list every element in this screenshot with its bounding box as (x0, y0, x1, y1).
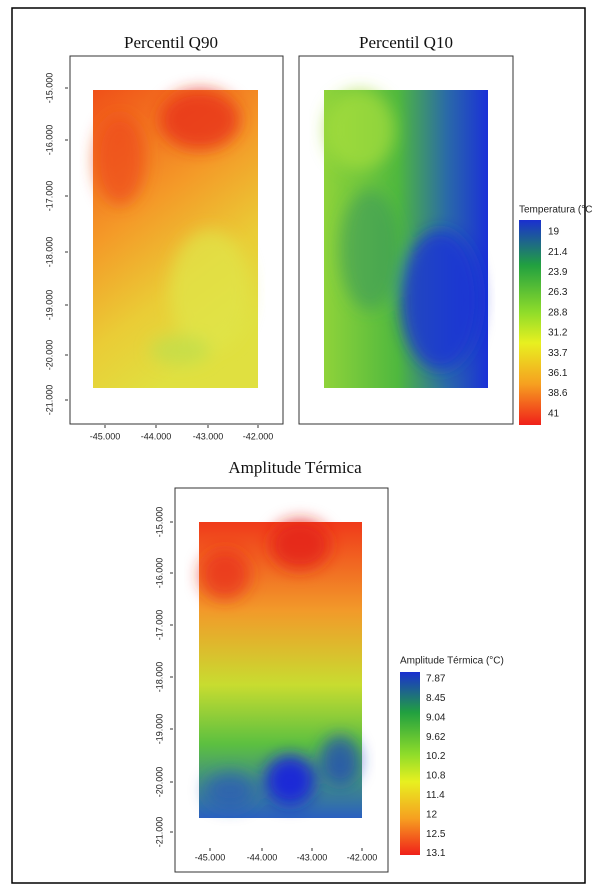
y-tick-label: -19.000 (44, 290, 54, 321)
y-tick-label: -21.000 (154, 817, 164, 848)
legend-label: 26.3 (548, 287, 568, 298)
legend-label: 33.7 (548, 348, 568, 359)
legend-label: 12.5 (426, 829, 446, 840)
legend-title: Temperatura (°C (519, 205, 592, 216)
figure-border (11, 7, 586, 884)
color-bar (519, 220, 541, 425)
raster-amplitude-detail (200, 520, 360, 808)
y-tick-label: -19.000 (154, 714, 164, 745)
legend-label: 31.2 (548, 328, 568, 339)
legend-label: 10.2 (426, 751, 446, 762)
legend-label: 28.8 (548, 307, 568, 318)
x-tick-label: -45.000 (90, 431, 121, 441)
y-tick-label: -15.000 (44, 73, 54, 104)
x-tick-label: -44.000 (247, 852, 278, 862)
y-tick-label: -15.000 (154, 507, 164, 538)
map-title: Percentil Q10 (359, 33, 453, 52)
legend-label: 8.45 (426, 693, 446, 704)
legend-label: 36.1 (548, 368, 568, 379)
legend-label: 12 (426, 809, 438, 820)
y-tick-label: -18.000 (154, 662, 164, 693)
legend-label: 10.8 (426, 771, 446, 782)
y-tick-label: -21.000 (44, 385, 54, 416)
color-bar (400, 672, 420, 855)
legend-label: 23.9 (548, 267, 568, 278)
map-frame (174, 487, 389, 873)
legend-label: 38.6 (548, 388, 568, 399)
x-tick-label: -44.000 (141, 431, 172, 441)
map-title: Amplitude Térmica (228, 458, 362, 477)
y-tick-label: -20.000 (44, 340, 54, 371)
legend-label: 41 (548, 408, 560, 419)
legend-label: 21.4 (548, 247, 568, 258)
y-tick-label: -16.000 (44, 125, 54, 156)
x-tick-label: -45.000 (195, 852, 226, 862)
legend-title: Amplitude Térmica (°C) (400, 656, 504, 667)
x-tick-label: -43.000 (193, 431, 224, 441)
rasters (93, 90, 488, 818)
x-tick-label: -42.000 (347, 852, 378, 862)
legend-label: 13.1 (426, 848, 446, 859)
x-tick-label: -42.000 (243, 431, 274, 441)
legend-label: 9.62 (426, 732, 446, 743)
y-tick-label: -18.000 (44, 237, 54, 268)
map-title: Percentil Q90 (124, 33, 218, 52)
y-tick-label: -17.000 (44, 181, 54, 212)
legend-label: 9.04 (426, 712, 446, 723)
legend-label: 19 (548, 227, 560, 238)
y-tick-label: -16.000 (154, 558, 164, 589)
x-tick-label: -43.000 (297, 852, 328, 862)
legend-label: 7.87 (426, 674, 446, 685)
map-frame (69, 55, 284, 425)
raster-q90-detail (95, 90, 250, 365)
y-tick-label: -20.000 (154, 767, 164, 798)
map-frame (298, 55, 514, 425)
y-tick-label: -17.000 (154, 610, 164, 641)
legend-label: 11.4 (426, 790, 445, 801)
raster-q10-detail (325, 90, 480, 370)
